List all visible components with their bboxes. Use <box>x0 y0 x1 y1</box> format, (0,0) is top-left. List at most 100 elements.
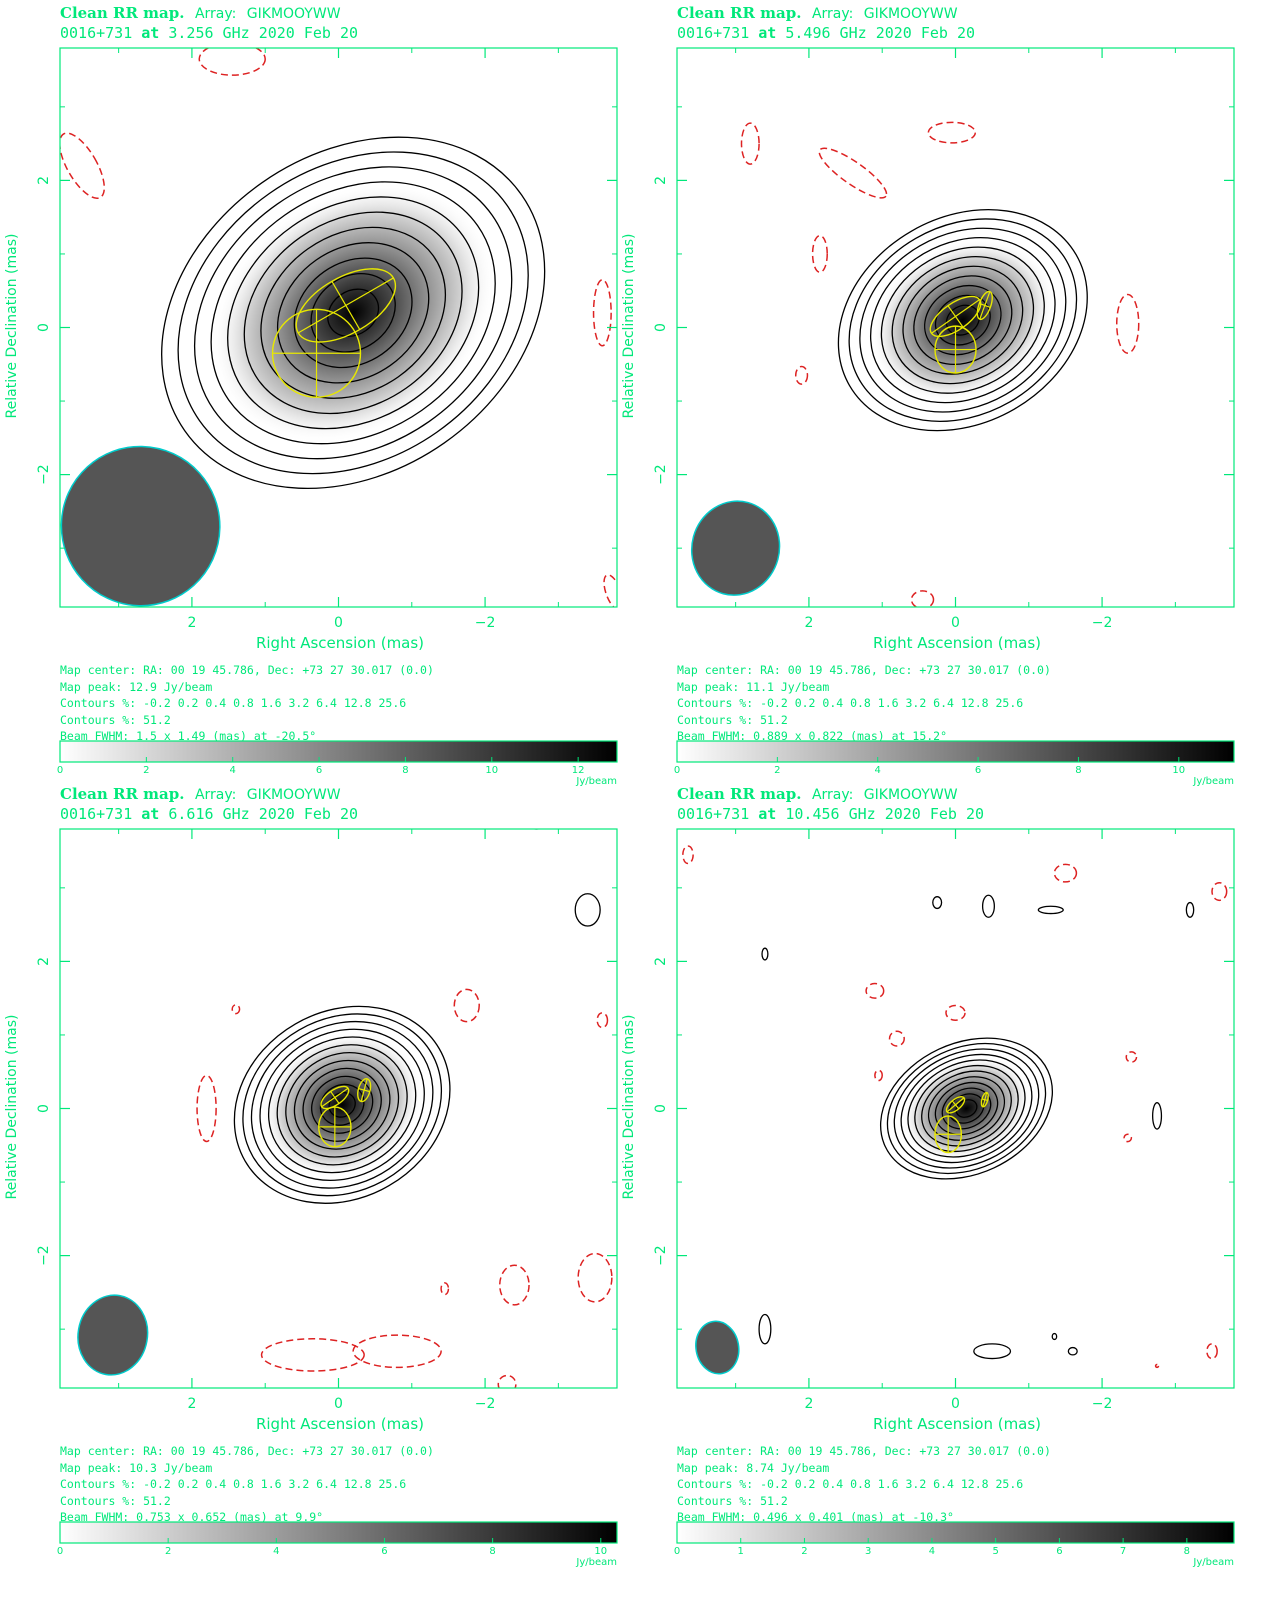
map-center-text: Map center: RA: 00 19 45.786, Dec: +73 2… <box>677 1444 1051 1458</box>
contours-text-2: Contours %: 51.2 <box>60 1493 171 1508</box>
map-title: Clean RR map. <box>60 785 185 803</box>
colorbar-unit: Jy/beam <box>1192 776 1234 787</box>
positive-contour <box>837 209 1088 432</box>
positive-contour <box>311 1075 374 1134</box>
y-tick-label: −2 <box>36 464 52 485</box>
colorbar-tick-label: 0 <box>57 765 63 776</box>
negative-contour <box>910 590 935 607</box>
colorbar-tick-label: 0 <box>674 1546 680 1557</box>
frequency: 5.496 GHz <box>785 24 867 42</box>
map-peak-text: Map peak: 10.3 Jy/beam <box>60 1460 213 1475</box>
positive-contour <box>193 166 513 460</box>
colorbar-tick-label: 10 <box>594 1546 607 1557</box>
source-name: 0016+731 <box>677 24 750 42</box>
positive-contour <box>210 181 496 445</box>
positive-contour <box>921 1070 1012 1147</box>
component-minor-axis <box>358 1088 370 1093</box>
negative-contour <box>1211 881 1228 902</box>
array-label: Array: <box>194 787 237 803</box>
positive-contour <box>242 1013 443 1197</box>
obs-date: 2020 Feb 20 <box>258 805 359 823</box>
y-tick-label: −2 <box>36 1245 52 1266</box>
restoring-beam <box>690 500 781 596</box>
positive-contour <box>893 1048 1040 1169</box>
brightness-image <box>261 1031 423 1179</box>
positive-contour <box>327 288 380 338</box>
negative-contour <box>440 1282 450 1296</box>
positive-contour <box>260 226 447 399</box>
colorbar-tick-label: 8 <box>489 1546 495 1557</box>
negative-contour <box>811 234 828 274</box>
colorbar-tick-label: 6 <box>381 1546 387 1557</box>
map-panel-5ghz: Clean RR map. Array: GIKMOOYWW 0016+731 … <box>617 0 1257 804</box>
positive-contour <box>758 1313 772 1345</box>
positive-contour <box>913 275 1013 366</box>
y-tick-label: 2 <box>36 957 52 966</box>
map-info: Map center: RA: 00 19 45.786, Dec: +73 2… <box>677 662 1051 745</box>
x-tick-label: 2 <box>187 615 196 631</box>
negative-contour <box>453 988 480 1023</box>
map-info: Map center: RA: 00 19 45.786, Dec: +73 2… <box>60 1443 434 1526</box>
positive-contour <box>177 151 529 475</box>
positive-contour <box>907 1059 1026 1158</box>
y-tick-label: 2 <box>653 957 669 966</box>
positive-contour <box>267 1036 417 1174</box>
contours-text-1: Contours %: -0.2 0.2 0.4 0.8 1.6 3.2 6.4… <box>677 1477 1024 1491</box>
colorbar-tick-label: 2 <box>143 765 149 776</box>
positive-contour <box>886 1042 1047 1175</box>
colorbar-tick-label: 8 <box>402 765 408 776</box>
array-value: GIKMOOYWW <box>863 6 958 22</box>
colorbar-unit: Jy/beam <box>575 1557 617 1568</box>
frequency: 3.256 GHz <box>168 24 250 42</box>
y-tick-label: 0 <box>653 323 669 332</box>
negative-contour <box>596 1012 609 1029</box>
positive-contour <box>302 1067 382 1142</box>
positive-contour <box>869 237 1056 404</box>
colorbar-tick-label: 4 <box>273 1546 279 1557</box>
colorbar-unit: Jy/beam <box>1192 1557 1234 1568</box>
positive-contour <box>1151 1102 1163 1130</box>
map-peak-text: Map peak: 12.9 Jy/beam <box>60 679 213 694</box>
map-peak-text: Map peak: 8.74 Jy/beam <box>677 1460 830 1475</box>
positive-contour <box>924 284 1002 356</box>
colorbar <box>676 1521 1235 1544</box>
negative-contour <box>794 365 809 385</box>
model-component <box>980 1091 989 1108</box>
negative-contour <box>1053 863 1078 883</box>
component-minor-axis <box>951 1100 960 1110</box>
negative-contour <box>498 1264 530 1306</box>
positive-contour <box>227 196 480 430</box>
positive-contour <box>1051 1332 1058 1341</box>
frequency: 6.616 GHz <box>168 805 250 823</box>
colorbar-tick-label: 10 <box>485 765 498 776</box>
colorbar <box>59 1521 618 1544</box>
array-label: Array: <box>811 6 854 22</box>
positive-contour <box>981 894 995 918</box>
negative-contour <box>592 279 612 347</box>
x-tick-label: −2 <box>1092 615 1113 631</box>
colorbar-tick-label: 2 <box>165 1546 171 1557</box>
y-tick-label: 0 <box>36 323 52 332</box>
y-tick-label: −2 <box>653 464 669 485</box>
y-tick-label: −2 <box>653 1245 669 1266</box>
colorbar-tick-label: 8 <box>1075 765 1081 776</box>
plot-area <box>690 121 1140 607</box>
obs-date: 2020 Feb 20 <box>884 805 985 823</box>
model-component <box>945 1096 966 1114</box>
beam-fwhm-text: Beam FWHM: 0.496 x 0.401 (mas) at -10.3° <box>677 1510 954 1524</box>
negative-contour <box>874 1069 883 1082</box>
colorbar-tick-label: 1 <box>738 1546 744 1557</box>
y-tick-label: 2 <box>653 176 669 185</box>
map-peak-text: Map peak: 11.1 Jy/beam <box>677 679 830 694</box>
model-component <box>318 1106 352 1148</box>
colorbar-tick-label: 6 <box>975 765 981 776</box>
positive-contour <box>259 1028 425 1182</box>
positive-contour <box>934 1081 999 1136</box>
colorbar-tick-label: 2 <box>774 765 780 776</box>
at-label: at <box>758 24 777 42</box>
array-value: GIKMOOYWW <box>246 6 341 22</box>
map-plot: 2 0 −2 2 0 −2 0 2 4 6 8 10 Jy/beam <box>653 47 1235 787</box>
colorbar-tick-label: 5 <box>992 1546 998 1557</box>
positive-contour <box>233 1005 451 1204</box>
beam-fwhm-text: Beam FWHM: 1.5 x 1.49 (mas) at -20.5° <box>60 729 317 743</box>
